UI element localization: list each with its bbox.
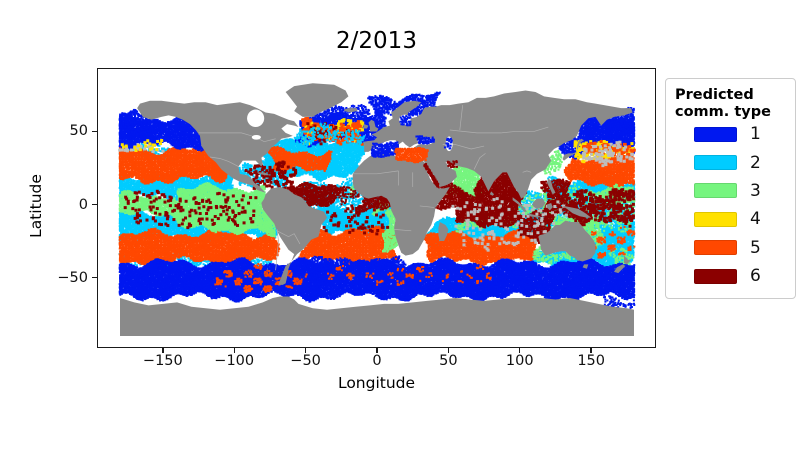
legend-entry-3: 3	[675, 177, 789, 205]
y-tick-label: 50	[69, 123, 88, 140]
legend-swatch-1	[694, 126, 737, 142]
legend-swatch-3	[694, 183, 737, 199]
legend-title-line-2: comm. type	[675, 103, 771, 120]
legend-entries: 1 2 3 4 5 6	[675, 120, 789, 290]
legend-label: 2	[750, 152, 761, 173]
chart-title: 2/2013	[336, 28, 417, 54]
world-map-scatter-canvas	[97, 68, 656, 348]
x-tick-mark	[162, 348, 164, 353]
legend-label: 6	[750, 266, 761, 287]
legend-swatch-4	[694, 211, 737, 227]
x-tick-label: −150	[142, 353, 183, 369]
x-tick-mark	[376, 348, 378, 353]
x-tick-mark	[447, 348, 450, 353]
legend-entry-6: 6	[675, 262, 789, 290]
x-tick-label: 100	[505, 353, 534, 369]
x-tick-mark	[233, 348, 235, 353]
x-tick-mark	[304, 348, 307, 353]
legend-title-line-1: Predicted	[675, 87, 754, 103]
legend-swatch-2	[694, 155, 737, 171]
legend-entry-4: 4	[675, 205, 789, 233]
legend-label: 4	[750, 209, 761, 230]
legend-label: 1	[750, 124, 761, 145]
x-axis-label: Longitude	[337, 374, 416, 392]
legend-box: Predicted comm. type 1 2 3 4 5 6	[665, 78, 796, 300]
legend-swatch-6	[694, 268, 737, 284]
x-tick-label: 0	[372, 353, 382, 369]
y-tick-label: −50	[57, 269, 88, 286]
y-tick-mark	[92, 130, 97, 133]
x-tick-mark	[590, 348, 592, 353]
x-tick-label: 150	[577, 353, 605, 369]
y-tick-label: 0	[78, 196, 88, 213]
y-axis-label: Latitude	[27, 174, 45, 238]
legend-entry-1: 1	[675, 120, 789, 148]
legend-entry-2: 2	[675, 148, 789, 176]
legend-swatch-5	[694, 240, 737, 256]
x-tick-mark	[519, 348, 521, 353]
y-tick-mark	[92, 276, 97, 279]
x-tick-label: −100	[214, 353, 255, 369]
x-tick-label: −50	[290, 353, 321, 369]
legend-entry-5: 5	[675, 234, 789, 262]
legend-label: 5	[750, 237, 761, 258]
legend-label: 3	[750, 180, 761, 201]
x-tick-label: 50	[439, 353, 458, 369]
y-tick-mark	[92, 203, 97, 206]
legend-title: Predicted comm. type	[675, 87, 789, 120]
